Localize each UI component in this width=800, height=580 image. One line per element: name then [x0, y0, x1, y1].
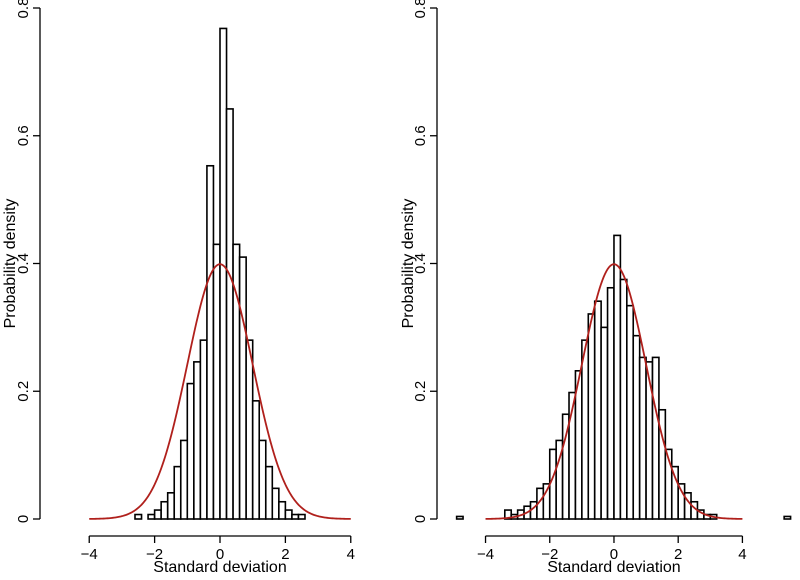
histogram-bar [245, 339, 254, 520]
histogram-bar [600, 326, 609, 520]
histogram-bar [291, 513, 300, 520]
histogram-bar [160, 500, 169, 520]
histogram-bar [783, 515, 792, 520]
histogram-bar [173, 465, 182, 520]
y-axis-title: Probability density [2, 199, 19, 329]
left-histogram-panel: −4 −2 0 2 4 0 0.2 0.4 0.6 0.8 Standard deviation Pr… [2, 0, 355, 576]
histogram-bar [651, 356, 660, 520]
histogram-bar [581, 339, 590, 520]
histogram-bar [225, 108, 234, 520]
histogram-bar [645, 361, 654, 520]
y-tick-label: 0.2 [412, 381, 429, 402]
histogram-bar [278, 500, 287, 520]
x-tick-label: 0 [610, 546, 618, 563]
y-tick-label: 0.2 [15, 381, 32, 402]
y-tick-label: 0.6 [412, 125, 429, 146]
histogram-bar [271, 487, 280, 520]
y-tick-label: 0.8 [412, 0, 429, 18]
histogram-bar [613, 234, 622, 520]
x-axis-title: Standard deviation [547, 559, 680, 576]
x-tick-label: −4 [477, 546, 494, 563]
histogram-bar [626, 304, 635, 520]
histogram-bar [284, 509, 293, 520]
histogram-bar [147, 513, 156, 520]
histogram-bar [455, 515, 464, 520]
x-tick-label: −2 [146, 546, 163, 563]
histogram-bar [212, 243, 221, 520]
histogram-bar [199, 339, 208, 520]
x-tick-label: −2 [541, 546, 558, 563]
x-axis-title: Standard deviation [153, 559, 286, 576]
x-tick-label: −4 [81, 546, 98, 563]
histogram-bar [587, 313, 596, 520]
normal-density-curve [485, 263, 743, 520]
histogram-bar [638, 356, 647, 520]
x-tick-label: 2 [674, 546, 682, 563]
histogram-bar [606, 286, 615, 520]
histogram-bar [153, 509, 162, 520]
histogram-bar [186, 382, 195, 520]
y-tick-label: 0.4 [15, 253, 32, 274]
histogram-bar [219, 27, 228, 520]
y-tick-label: 0.4 [412, 253, 429, 274]
histogram-bar [619, 278, 628, 520]
x-tick-label: 4 [347, 546, 355, 563]
histogram-bar [251, 400, 261, 520]
y-tick-label: 0 [15, 515, 32, 523]
x-tick-label: 0 [216, 546, 224, 563]
histogram-bar [297, 513, 306, 520]
x-tick-label: 2 [281, 546, 289, 563]
normal-density-curve [89, 263, 351, 520]
histogram-bar [134, 513, 143, 520]
histogram-bar [593, 300, 602, 520]
y-tick-label: 0.6 [15, 125, 32, 146]
histogram-bar [670, 465, 679, 520]
y-tick-label: 0 [412, 515, 429, 523]
histogram-bar [632, 334, 641, 520]
x-tick-label: 4 [738, 546, 746, 563]
histogram-bar [264, 465, 274, 520]
histogram-bar [179, 439, 189, 520]
histogram-bar [258, 439, 267, 520]
right-histogram-panel: −4 −2 0 2 4 0 0.2 0.4 0.6 0.8 Standard deviation Pr… [400, 0, 792, 576]
histogram-bar [206, 164, 215, 520]
y-axis-title: Probability density [400, 199, 417, 329]
y-tick-label: 0.8 [15, 0, 32, 18]
histogram-bar [193, 361, 202, 520]
histogram-bar [238, 256, 247, 520]
histogram-bar [166, 492, 176, 520]
